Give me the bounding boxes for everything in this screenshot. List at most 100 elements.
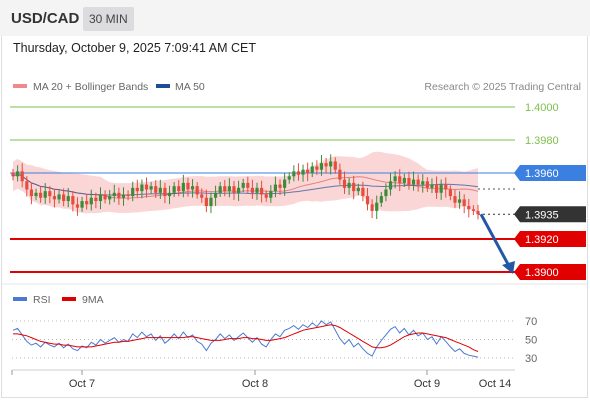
x-tick-label: Oct 14 xyxy=(479,378,511,390)
candle xyxy=(11,168,15,181)
candle xyxy=(356,183,360,196)
price-tag-text: 1.3900 xyxy=(525,267,559,279)
candle xyxy=(393,171,397,189)
candle xyxy=(144,177,149,198)
candle xyxy=(352,175,356,200)
candle xyxy=(227,178,231,198)
timeframe-button[interactable]: 30 MIN xyxy=(83,7,134,31)
candle xyxy=(20,163,24,188)
candle xyxy=(177,180,181,197)
candle xyxy=(462,194,466,214)
candle xyxy=(273,176,278,198)
candle xyxy=(167,185,172,205)
candle xyxy=(75,197,80,216)
ma50-line xyxy=(12,173,479,196)
candle xyxy=(236,180,241,201)
candle xyxy=(310,162,314,178)
candle xyxy=(85,194,89,210)
x-tick-label: Oct 9 xyxy=(414,378,440,390)
candle xyxy=(131,181,135,202)
candle xyxy=(172,182,176,197)
candle xyxy=(223,180,227,197)
x-tick-label: Oct 7 xyxy=(69,378,95,390)
price-tag-1.3960: 1.3960 xyxy=(514,165,586,181)
candle xyxy=(204,189,208,213)
candle xyxy=(52,189,57,208)
candle xyxy=(457,191,462,209)
price-tag-1.3900: 1.3900 xyxy=(514,264,586,280)
candle xyxy=(388,173,393,196)
candle xyxy=(195,182,199,199)
price-tag-1.3980: 1.3980 xyxy=(525,135,559,147)
price-tag-text: 1.3960 xyxy=(525,168,559,180)
ma20-legend-label: MA 20 + Bollinger Bands xyxy=(33,81,148,93)
price-tag-bg xyxy=(514,231,586,247)
candle xyxy=(149,182,153,194)
rsi-ma-legend-swatch xyxy=(62,297,76,301)
candle xyxy=(444,177,448,198)
candle xyxy=(250,179,255,199)
candle xyxy=(315,160,319,175)
candle xyxy=(246,176,250,193)
candle xyxy=(384,183,388,202)
price-tag-bg xyxy=(514,206,586,223)
candle xyxy=(416,174,420,192)
candle xyxy=(407,171,411,190)
candle xyxy=(292,165,296,182)
candle xyxy=(324,157,328,174)
rsi-legend-swatch xyxy=(13,297,27,301)
candle xyxy=(260,180,264,203)
candle xyxy=(80,196,84,212)
candle xyxy=(43,183,47,204)
rsi-ma-line xyxy=(13,324,479,352)
candle xyxy=(48,186,52,204)
candle xyxy=(218,182,222,197)
candle xyxy=(425,177,429,192)
candle xyxy=(269,185,273,203)
rsi-grid: 70 50 30 xyxy=(12,316,537,365)
candle xyxy=(181,174,185,198)
candle xyxy=(264,190,268,202)
rsi-legend-label: RSI xyxy=(33,294,51,306)
x-axis: Oct 7 Oct 8 Oct 9 Oct 14 xyxy=(11,370,511,390)
candle xyxy=(329,154,333,175)
candle xyxy=(430,178,434,193)
candle xyxy=(342,171,347,194)
candle xyxy=(402,173,406,188)
candle xyxy=(255,182,259,200)
price-tag-text: 1.3980 xyxy=(525,135,559,147)
price-tag-text: 1.4000 xyxy=(525,102,559,114)
candle xyxy=(135,179,139,198)
bollinger-area xyxy=(13,151,478,215)
projection-line xyxy=(479,213,511,267)
candle xyxy=(434,176,439,199)
candle xyxy=(108,189,112,205)
candle xyxy=(421,174,425,193)
candle xyxy=(117,187,121,205)
candle xyxy=(126,190,130,201)
candle xyxy=(471,205,475,216)
datetime-label: Thursday, October 9, 2025 7:09:41 AM CET xyxy=(13,41,256,55)
candle xyxy=(209,192,213,214)
candle xyxy=(467,198,471,218)
candle xyxy=(379,191,383,207)
rsi-ma-legend-label: 9MA xyxy=(82,294,104,306)
candle xyxy=(278,179,282,195)
ma50-legend-label: MA 50 xyxy=(175,81,205,93)
candle xyxy=(158,179,162,199)
price-level-tags: 1.4000 1.3980 1.3960 1.3935 1.3920 1.3900 xyxy=(514,102,586,280)
candle xyxy=(453,189,457,208)
candle xyxy=(439,179,443,200)
candle xyxy=(163,182,167,204)
candle xyxy=(98,187,103,210)
chart-frame xyxy=(1,36,588,398)
candle xyxy=(338,163,342,185)
candle xyxy=(241,178,245,192)
candle xyxy=(411,171,416,191)
candle xyxy=(71,190,75,212)
credit-label: Research © 2025 Trading Central xyxy=(424,81,581,93)
candle xyxy=(29,182,34,205)
candle xyxy=(398,169,402,191)
price-level-lines xyxy=(10,106,515,273)
x-tick-label: Oct 8 xyxy=(242,378,268,390)
